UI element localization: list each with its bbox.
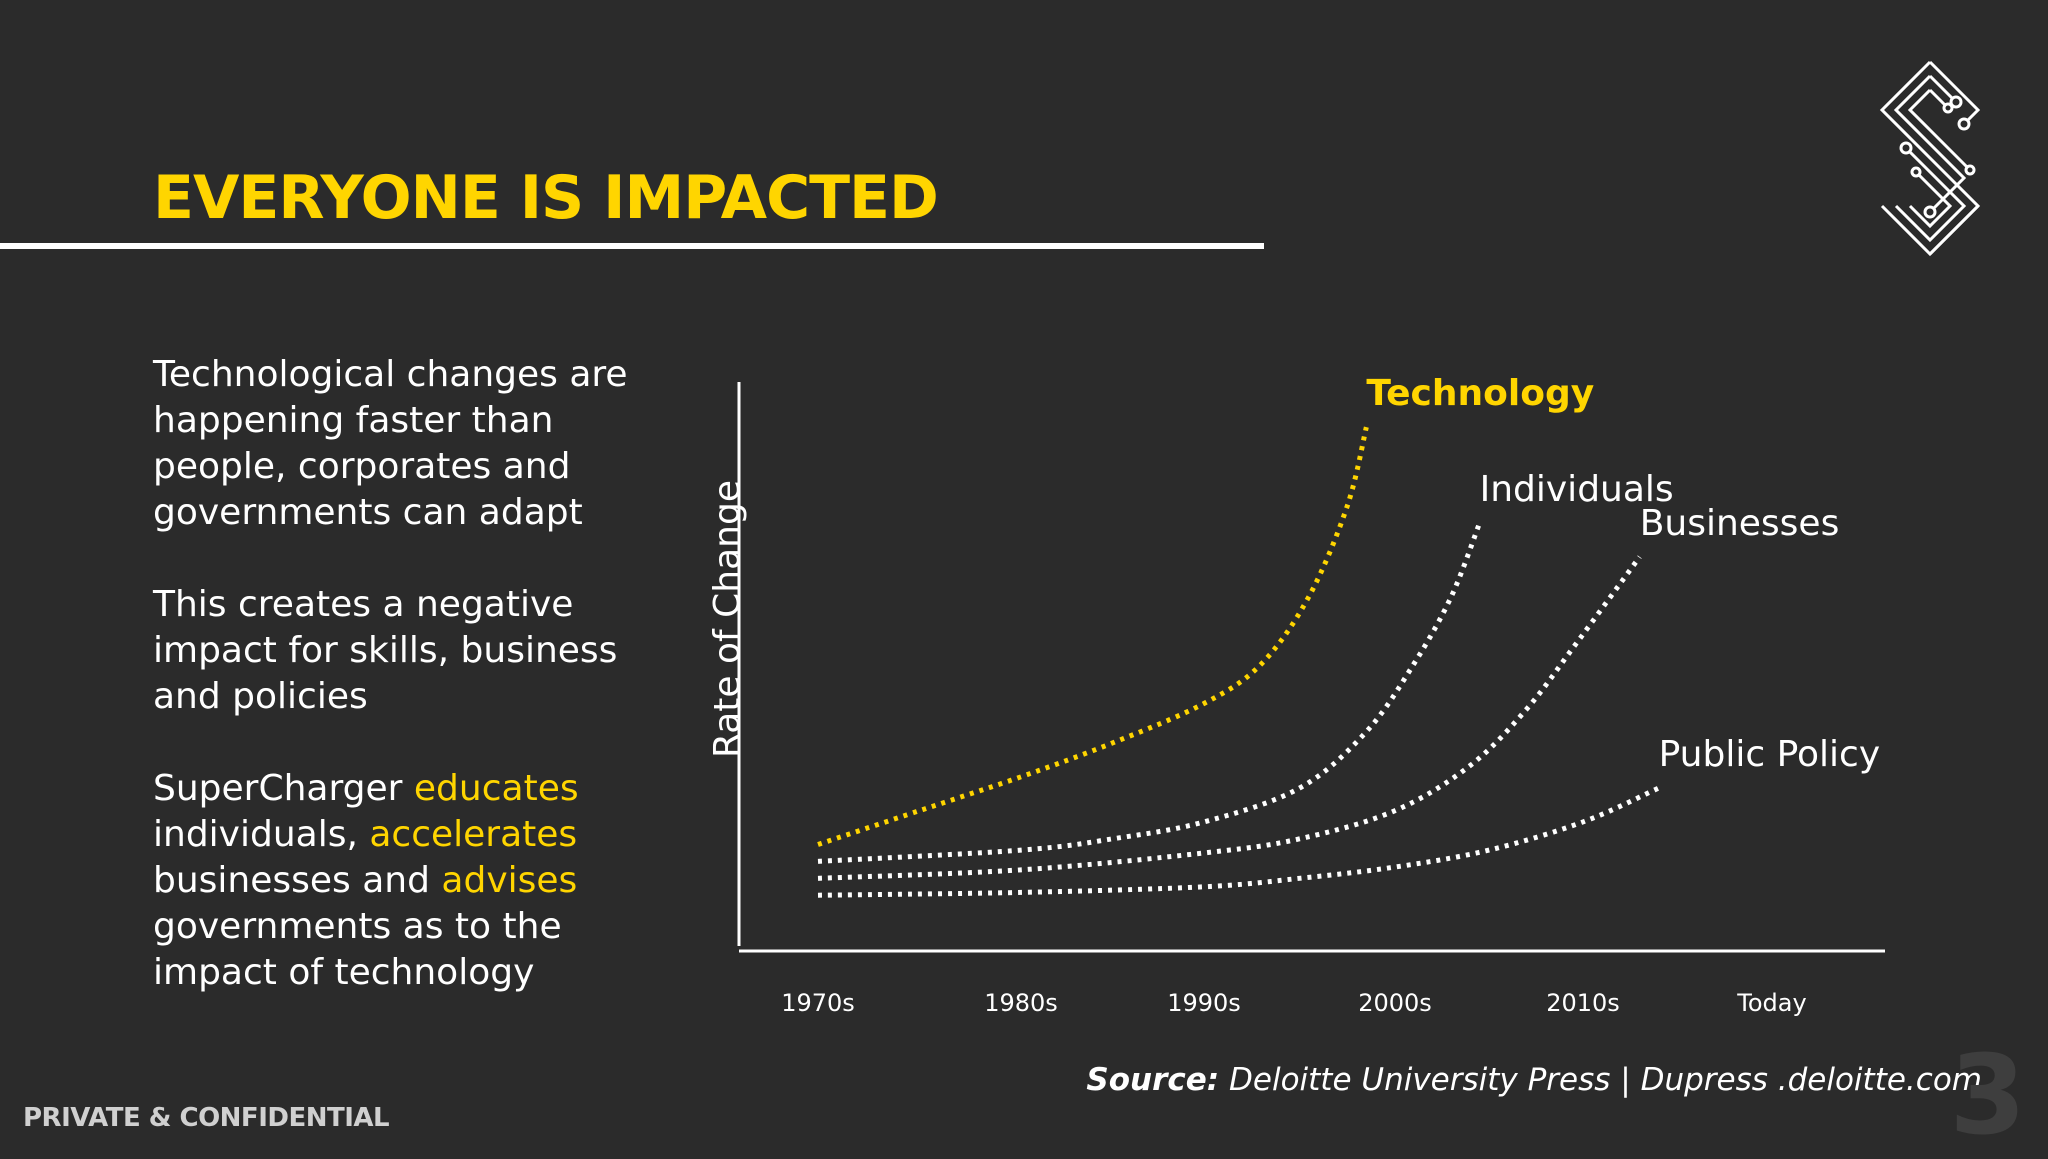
series-label-businesses: Businesses <box>1640 503 1840 544</box>
series-label-public-policy: Public Policy <box>1659 734 1881 775</box>
x-tick-label-2000s: 2000s <box>1358 989 1432 1017</box>
x-tick-label-1990s: 1990s <box>1167 989 1241 1017</box>
title-underline <box>0 243 1264 249</box>
paragraph-impact: This creates a negative impact for skill… <box>153 584 618 717</box>
x-tick-label-1970s: 1970s <box>781 989 855 1017</box>
supercharger-text-1: SuperCharger <box>153 768 414 809</box>
highlight-educates: educates <box>413 768 579 809</box>
series-label-individuals: Individuals <box>1480 469 1674 510</box>
source-text: Deloitte University Press | Dupress .del… <box>1219 1062 1982 1098</box>
supercharger-text-3: businesses and <box>153 860 442 901</box>
x-tick-label-2010s: 2010s <box>1546 989 1620 1017</box>
source-label: Source: <box>1086 1062 1220 1098</box>
supercharger-text-2: individuals, <box>153 814 370 855</box>
x-tick-label-today: Today <box>1736 989 1806 1017</box>
paragraph-supercharger: SuperCharger educates individuals, accel… <box>153 766 653 996</box>
y-axis-label: Rate of Change <box>707 480 748 758</box>
slide-title: EVERYONE IS IMPACTED <box>153 163 939 233</box>
paragraph-adaptation: Technological changes are happening fast… <box>153 354 628 533</box>
circuit-s-logo-icon <box>1879 60 1981 257</box>
confidentiality-notice: PRIVATE & CONFIDENTIAL <box>23 1103 390 1133</box>
highlight-accelerates: accelerates <box>369 814 578 855</box>
supercharger-text-4: governments as to the impact of technolo… <box>153 906 562 993</box>
body-text: Technological changes are happening fast… <box>153 352 653 1042</box>
source-citation: Source: Deloitte University Press | Dupr… <box>1086 1062 1982 1098</box>
series-line-individuals <box>817 522 1482 864</box>
series-line-technology <box>817 426 1369 847</box>
highlight-advises: advises <box>441 860 578 901</box>
series-label-technology: Technology <box>1366 373 1594 414</box>
x-tick-label-1980s: 1980s <box>984 989 1058 1017</box>
page-number: 3 <box>1949 1031 2026 1159</box>
series-line-businesses <box>817 555 1642 881</box>
